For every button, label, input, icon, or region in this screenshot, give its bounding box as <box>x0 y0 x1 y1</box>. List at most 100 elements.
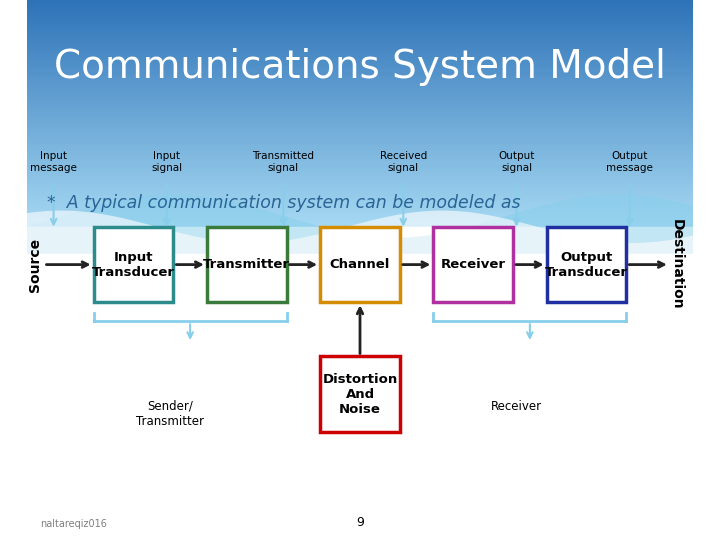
Bar <box>27 3 693 4</box>
Bar <box>27 12 693 14</box>
Bar <box>27 34 693 35</box>
Bar <box>27 131 693 132</box>
Bar <box>27 212 693 213</box>
Bar <box>27 160 693 161</box>
Bar <box>27 157 693 158</box>
Text: Transmitted
signal: Transmitted signal <box>253 151 315 173</box>
Text: Transmitter: Transmitter <box>203 258 290 271</box>
Bar <box>27 26 693 27</box>
Bar <box>27 110 693 111</box>
Bar <box>27 92 693 93</box>
Bar <box>27 174 693 176</box>
Bar <box>27 106 693 108</box>
Bar <box>27 19 693 21</box>
Bar <box>27 101 693 102</box>
Bar <box>27 33 693 34</box>
Bar <box>27 151 693 152</box>
Bar <box>27 171 693 172</box>
Bar <box>27 32 693 33</box>
Bar <box>27 128 693 129</box>
Bar <box>27 179 693 180</box>
Text: 9: 9 <box>356 516 364 529</box>
Bar <box>27 64 693 65</box>
Bar <box>27 67 693 68</box>
Bar <box>27 78 693 79</box>
Text: Output
Transducer: Output Transducer <box>545 251 628 279</box>
Bar <box>27 91 693 92</box>
Bar <box>27 184 693 185</box>
Bar <box>27 200 693 201</box>
Text: naltareqiz016: naltareqiz016 <box>40 519 107 529</box>
Bar <box>27 153 693 154</box>
Bar <box>27 135 693 136</box>
Bar <box>27 70 693 71</box>
Bar <box>27 134 693 135</box>
Bar <box>27 9 693 10</box>
Bar <box>27 152 693 153</box>
Bar <box>27 77 693 78</box>
Bar <box>27 17 693 18</box>
Bar <box>27 57 693 58</box>
Bar <box>27 44 693 45</box>
Bar <box>27 181 693 183</box>
Bar <box>27 56 693 57</box>
Text: Destination: Destination <box>670 219 683 310</box>
Bar <box>27 186 693 187</box>
Bar <box>27 119 693 120</box>
Bar <box>27 99 693 100</box>
Bar <box>27 158 693 159</box>
Bar <box>27 159 693 160</box>
Bar <box>27 86 693 87</box>
Bar <box>27 35 693 36</box>
Text: Channel: Channel <box>330 258 390 271</box>
Bar <box>27 37 693 38</box>
Bar <box>27 225 693 226</box>
Bar <box>27 201 693 202</box>
Bar <box>27 83 693 84</box>
Bar <box>27 144 693 145</box>
Bar <box>27 195 693 196</box>
Bar <box>27 100 693 101</box>
Bar <box>27 111 693 112</box>
Bar <box>27 22 693 23</box>
Bar <box>27 36 693 37</box>
Bar <box>27 4 693 5</box>
Bar <box>27 127 693 128</box>
Bar <box>27 5 693 7</box>
Bar <box>27 118 693 119</box>
Bar <box>27 162 693 163</box>
Bar <box>27 154 693 156</box>
Bar <box>27 211 693 212</box>
Bar <box>27 193 693 194</box>
Bar <box>27 139 693 140</box>
Bar <box>27 138 693 139</box>
Bar <box>27 146 693 147</box>
Bar <box>27 10 693 11</box>
Bar <box>27 123 693 124</box>
Bar <box>27 227 693 540</box>
Bar <box>27 114 693 116</box>
Bar <box>27 40 693 41</box>
Text: Receiver: Receiver <box>491 400 542 413</box>
Bar <box>27 80 693 82</box>
PathPatch shape <box>27 194 693 254</box>
Bar <box>27 104 693 105</box>
Bar <box>27 222 693 224</box>
Bar <box>27 208 693 210</box>
Bar <box>27 224 693 225</box>
Bar <box>27 176 693 177</box>
Bar <box>27 120 693 122</box>
Bar <box>27 202 693 203</box>
Bar <box>27 126 693 127</box>
Bar <box>27 140 693 141</box>
FancyBboxPatch shape <box>94 227 174 302</box>
Bar <box>27 62 693 64</box>
Text: Input
signal: Input signal <box>151 151 182 173</box>
Bar <box>27 169 693 170</box>
Bar <box>27 217 693 218</box>
Bar <box>27 105 693 106</box>
Bar <box>27 2 693 3</box>
Bar <box>27 59 693 60</box>
Bar <box>27 94 693 95</box>
Bar <box>27 68 693 69</box>
